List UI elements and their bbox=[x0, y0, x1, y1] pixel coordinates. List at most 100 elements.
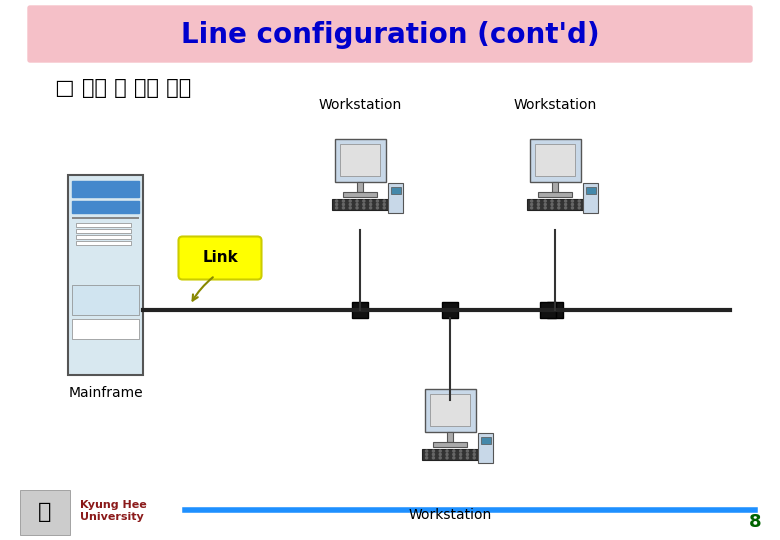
Bar bbox=[72, 285, 139, 315]
Bar bbox=[447, 431, 453, 442]
Circle shape bbox=[426, 457, 427, 459]
Circle shape bbox=[544, 200, 546, 202]
Bar bbox=[76, 223, 131, 227]
Circle shape bbox=[544, 207, 546, 209]
Text: Line configuration (cont'd): Line configuration (cont'd) bbox=[181, 21, 599, 49]
Circle shape bbox=[439, 450, 441, 452]
Circle shape bbox=[370, 207, 371, 209]
Circle shape bbox=[439, 457, 441, 459]
Bar bbox=[538, 192, 572, 197]
Circle shape bbox=[537, 200, 540, 202]
Circle shape bbox=[565, 200, 566, 202]
Bar bbox=[442, 302, 458, 318]
Circle shape bbox=[363, 204, 365, 206]
Circle shape bbox=[370, 200, 371, 202]
Circle shape bbox=[466, 457, 469, 459]
Text: Workstation: Workstation bbox=[409, 508, 491, 522]
Text: Kyung Hee
University: Kyung Hee University bbox=[80, 500, 147, 522]
Circle shape bbox=[342, 207, 345, 209]
Circle shape bbox=[551, 207, 553, 209]
Circle shape bbox=[473, 454, 475, 455]
Circle shape bbox=[578, 204, 580, 206]
Bar bbox=[388, 183, 403, 213]
Bar bbox=[424, 389, 476, 431]
Circle shape bbox=[544, 204, 546, 206]
Text: □ 다중 점 회선 구성: □ 다중 점 회선 구성 bbox=[55, 78, 191, 98]
Circle shape bbox=[565, 204, 566, 206]
Text: Workstation: Workstation bbox=[318, 98, 402, 112]
Bar bbox=[352, 302, 368, 318]
Circle shape bbox=[558, 200, 560, 202]
Circle shape bbox=[377, 200, 378, 202]
Circle shape bbox=[349, 207, 351, 209]
Circle shape bbox=[572, 207, 573, 209]
Circle shape bbox=[558, 204, 560, 206]
Circle shape bbox=[578, 200, 580, 202]
Circle shape bbox=[356, 200, 358, 202]
Circle shape bbox=[453, 457, 455, 459]
Circle shape bbox=[459, 457, 462, 459]
Circle shape bbox=[572, 204, 573, 206]
Circle shape bbox=[383, 200, 385, 202]
Circle shape bbox=[335, 204, 338, 206]
Circle shape bbox=[383, 207, 385, 209]
Circle shape bbox=[377, 204, 378, 206]
Circle shape bbox=[342, 204, 345, 206]
FancyBboxPatch shape bbox=[179, 237, 261, 280]
Bar bbox=[586, 187, 596, 194]
Circle shape bbox=[551, 200, 553, 202]
Circle shape bbox=[466, 450, 469, 452]
Circle shape bbox=[370, 204, 371, 206]
Circle shape bbox=[459, 450, 462, 452]
Circle shape bbox=[537, 207, 540, 209]
Bar bbox=[430, 394, 470, 427]
Bar bbox=[76, 235, 131, 239]
Bar bbox=[478, 433, 494, 463]
Bar bbox=[72, 181, 139, 197]
Circle shape bbox=[565, 207, 566, 209]
Circle shape bbox=[558, 207, 560, 209]
Bar bbox=[547, 302, 563, 318]
Circle shape bbox=[473, 457, 475, 459]
Bar bbox=[76, 229, 131, 233]
Circle shape bbox=[530, 204, 533, 206]
Circle shape bbox=[446, 454, 448, 455]
Text: Mainframe: Mainframe bbox=[68, 386, 143, 400]
Bar bbox=[391, 187, 401, 194]
Circle shape bbox=[572, 200, 573, 202]
Circle shape bbox=[466, 454, 469, 455]
Bar bbox=[527, 199, 583, 211]
Bar bbox=[72, 217, 139, 219]
Circle shape bbox=[432, 450, 434, 452]
Circle shape bbox=[342, 200, 345, 202]
Circle shape bbox=[383, 204, 385, 206]
Bar bbox=[343, 192, 377, 197]
Circle shape bbox=[551, 204, 553, 206]
Bar bbox=[534, 144, 576, 177]
Text: Link: Link bbox=[202, 251, 238, 266]
Text: 🏛: 🏛 bbox=[38, 502, 51, 522]
Circle shape bbox=[426, 450, 427, 452]
FancyBboxPatch shape bbox=[28, 6, 752, 62]
Circle shape bbox=[446, 450, 448, 452]
Circle shape bbox=[578, 207, 580, 209]
Circle shape bbox=[335, 200, 338, 202]
Circle shape bbox=[356, 207, 358, 209]
Circle shape bbox=[377, 207, 378, 209]
Circle shape bbox=[349, 200, 351, 202]
Bar bbox=[339, 144, 381, 177]
Bar bbox=[356, 181, 363, 192]
Bar bbox=[423, 449, 477, 461]
Circle shape bbox=[453, 450, 455, 452]
Circle shape bbox=[473, 450, 475, 452]
Bar bbox=[480, 437, 491, 444]
Circle shape bbox=[432, 454, 434, 455]
Bar bbox=[332, 199, 388, 211]
Bar bbox=[583, 183, 598, 213]
Bar bbox=[72, 201, 139, 213]
Circle shape bbox=[426, 454, 427, 455]
Text: Workstation: Workstation bbox=[513, 98, 597, 112]
Bar bbox=[335, 139, 385, 181]
Circle shape bbox=[459, 454, 462, 455]
Bar bbox=[72, 319, 139, 339]
